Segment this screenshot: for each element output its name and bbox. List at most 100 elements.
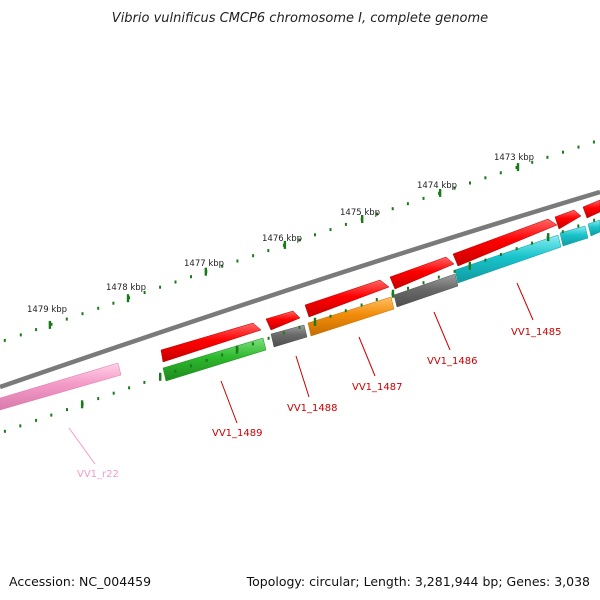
minor-tick (267, 336, 270, 340)
minor-tick (376, 212, 378, 216)
gene-bar-vv1-1488[interactable] (270, 324, 308, 348)
minor-tick (407, 286, 409, 290)
major-tick (361, 215, 364, 223)
minor-tick (329, 314, 332, 318)
forward-gene-arrow[interactable] (452, 218, 558, 267)
gene-label-vv1-1489[interactable]: VV1_1489 (212, 428, 263, 439)
major-tick (126, 294, 130, 303)
minor-tick (252, 254, 255, 258)
minor-tick (97, 397, 100, 401)
minor-tick (50, 413, 53, 417)
minor-tick (515, 247, 518, 251)
tick-label-1475: 1475 kbp (340, 208, 380, 218)
minor-tick (515, 166, 518, 169)
minor-tick (19, 333, 22, 337)
major-tick (283, 240, 287, 249)
minor-tick (375, 298, 378, 301)
chromosome-backbone (0, 189, 600, 390)
inner-tick-track (3, 218, 596, 433)
minor-tick (282, 331, 285, 335)
minor-tick (453, 269, 456, 273)
forward-gene-arrow[interactable] (554, 209, 582, 230)
minor-tick (298, 238, 301, 242)
tick-label-1479: 1479 kbp (27, 305, 67, 315)
minor-tick (3, 338, 6, 342)
minor-tick (35, 328, 38, 332)
gene-bar-vv1-1485[interactable] (454, 234, 562, 284)
gene-bar-vv1-1486[interactable] (393, 273, 459, 308)
minor-tick (112, 391, 115, 395)
gene-bar-vv1-r22[interactable] (0, 362, 122, 411)
forward-gene-arrow[interactable] (265, 310, 301, 331)
minor-tick (174, 369, 177, 373)
gene-bar-unlabeled[interactable] (587, 219, 600, 237)
gene-label-vv1-1485[interactable]: VV1_1485 (511, 327, 562, 338)
minor-tick (344, 309, 347, 313)
minor-tick (422, 196, 425, 200)
major-tick (391, 289, 395, 298)
major-tick (159, 372, 162, 381)
gene-label-vv1-r22[interactable]: VV1_r22 (77, 469, 119, 480)
minor-tick (3, 429, 6, 433)
minor-tick (577, 145, 580, 149)
minor-tick (128, 386, 131, 390)
minor-tick (561, 230, 564, 234)
major-tick (313, 317, 317, 326)
outer-tick-track: 1479 kbp 1478 kbp 1477 kbp 1476 kbp 1475… (3, 140, 595, 342)
minor-tick (499, 171, 502, 175)
minor-tick (81, 312, 84, 316)
minor-tick (236, 259, 239, 263)
minor-tick (453, 186, 456, 190)
minor-tick (484, 258, 487, 262)
minor-tick (422, 281, 425, 285)
inner-major-ticks (80, 233, 550, 409)
gene-label-vv1-1488[interactable]: VV1_1488 (287, 403, 338, 414)
minor-tick (205, 358, 208, 362)
minor-tick (562, 150, 564, 154)
minor-tick (391, 207, 394, 211)
major-tick (468, 261, 471, 270)
forward-gene-arrow[interactable] (389, 256, 455, 290)
minor-tick (174, 280, 177, 284)
minor-tick (531, 241, 533, 245)
tick-label-1473: 1473 kbp (494, 153, 534, 163)
major-tick (516, 163, 520, 172)
major-tick (48, 320, 52, 329)
minor-tick (314, 233, 316, 237)
minor-tick (531, 160, 534, 164)
leader-line-vv1-1489 (220, 380, 238, 424)
tick-label-1474: 1474 kbp (417, 181, 457, 191)
gene-label-vv1-1487[interactable]: VV1_1487 (352, 382, 403, 393)
minor-tick (97, 306, 100, 310)
gene-label-vv1-1486[interactable]: VV1_1486 (427, 356, 478, 367)
minor-tick (221, 264, 224, 268)
minor-tick (19, 424, 22, 428)
leader-line-vv1-1488 (295, 355, 310, 398)
minor-tick (577, 224, 580, 228)
map-title: Vibrio vulnificus CMCP6 chromosome I, co… (112, 11, 488, 26)
forward-gene-arrow[interactable] (582, 199, 600, 219)
minor-tick (143, 291, 146, 294)
minor-tick (499, 253, 502, 256)
gene-bar-unlabeled[interactable] (559, 225, 589, 247)
gene-bar-vv1-1489[interactable] (162, 337, 267, 382)
minor-tick (221, 353, 224, 357)
minor-tick (65, 317, 68, 321)
major-tick (438, 188, 442, 197)
reverse-strand-genes (0, 219, 600, 411)
gene-bar-vv1-1487[interactable] (307, 296, 395, 337)
major-tick (80, 400, 84, 409)
minor-tick (50, 322, 53, 326)
genome-summary-text: Topology: circular; Length: 3,281,944 bp… (246, 574, 590, 589)
forward-gene-arrow[interactable] (160, 322, 262, 363)
minor-tick (406, 202, 409, 206)
minor-tick (593, 218, 596, 222)
forward-gene-arrow[interactable] (304, 279, 390, 318)
leader-line-vv1-1485 (516, 282, 534, 321)
minor-tick (484, 176, 487, 180)
leader-line-vv1-r22 (68, 427, 96, 465)
minor-tick (112, 301, 115, 305)
outer-major-ticks (48, 163, 520, 329)
minor-tick (251, 342, 254, 346)
